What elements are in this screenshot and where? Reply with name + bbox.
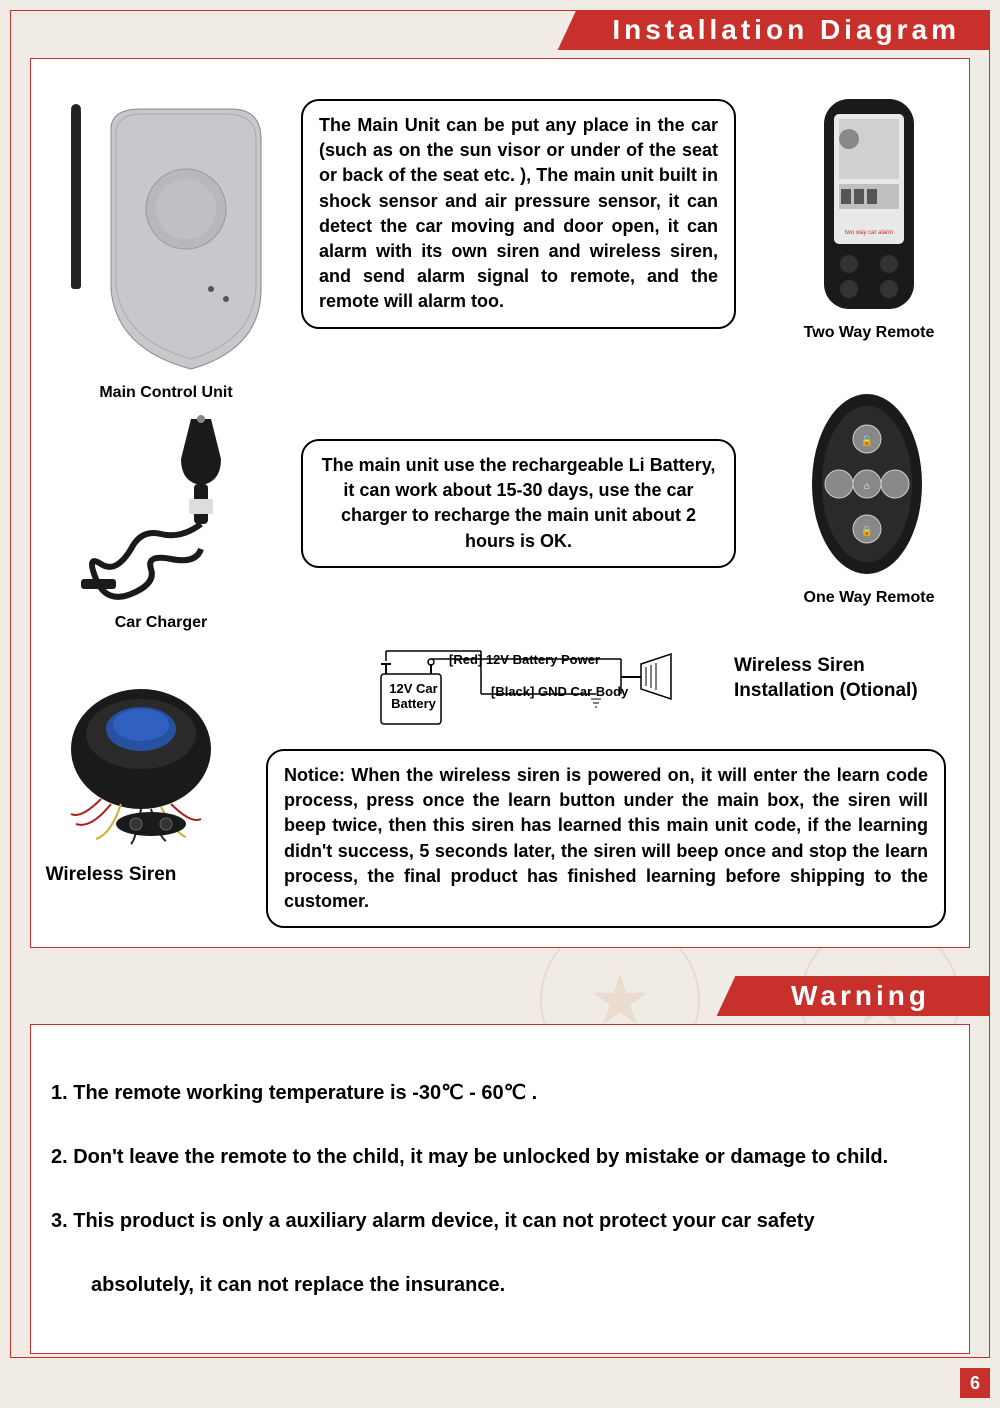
header-title: Warning (751, 976, 990, 1016)
main-unit-label: Main Control Unit (86, 384, 246, 402)
one-way-label: One Way Remote (789, 589, 949, 607)
car-charger-image (61, 409, 271, 609)
battery-description: The main unit use the rechargeable Li Ba… (301, 439, 736, 568)
siren-label: Wireless Siren (31, 864, 191, 886)
wiring-title: Wireless Siren Installation (Otional) (734, 654, 934, 703)
svg-text:🔓: 🔓 (861, 434, 873, 447)
wiring-red-label: [Red] 12V Battery Power (449, 652, 600, 667)
warning-item: 1. The remote working temperature is -30… (51, 1075, 949, 1111)
svg-text:🔒: 🔒 (861, 525, 873, 537)
wiring-diagram: [Red] 12V Battery Power [Black] GND Car … (381, 659, 711, 739)
siren-notice: Notice: When the wireless siren is power… (266, 749, 946, 928)
warning-panel: 1. The remote working temperature is -30… (30, 1024, 970, 1354)
section-header-installation: Installation Diagram (592, 10, 990, 50)
one-way-remote-image: 🔓 ⌂ 🔒 (789, 384, 944, 584)
warning-item: 2. Don't leave the remote to the child, … (51, 1139, 949, 1175)
svg-text:two way car alarm: two way car alarm (845, 230, 893, 236)
main-control-unit-image (61, 89, 271, 379)
installation-panel: Main Control Unit The Main Unit can be p… (30, 58, 970, 948)
two-way-label: Two Way Remote (789, 324, 949, 342)
wiring-black-label: [Black] GND Car Body (491, 684, 628, 699)
warning-item: 3. This product is only a auxiliary alar… (51, 1203, 949, 1239)
svg-text:⌂: ⌂ (864, 481, 870, 492)
section-header-warning: Warning (751, 976, 990, 1016)
page-number: 6 (960, 1368, 990, 1398)
wiring-battery-label: 12V Car Battery (386, 681, 441, 711)
wireless-siren-image (41, 659, 241, 859)
charger-label: Car Charger (101, 614, 221, 632)
warning-item-cont: absolutely, it can not replace the insur… (51, 1267, 949, 1303)
two-way-remote-image: two way car alarm (789, 89, 944, 319)
main-unit-description: The Main Unit can be put any place in th… (301, 99, 736, 329)
warning-list: 1. The remote working temperature is -30… (31, 1025, 969, 1351)
header-title: Installation Diagram (592, 10, 990, 50)
